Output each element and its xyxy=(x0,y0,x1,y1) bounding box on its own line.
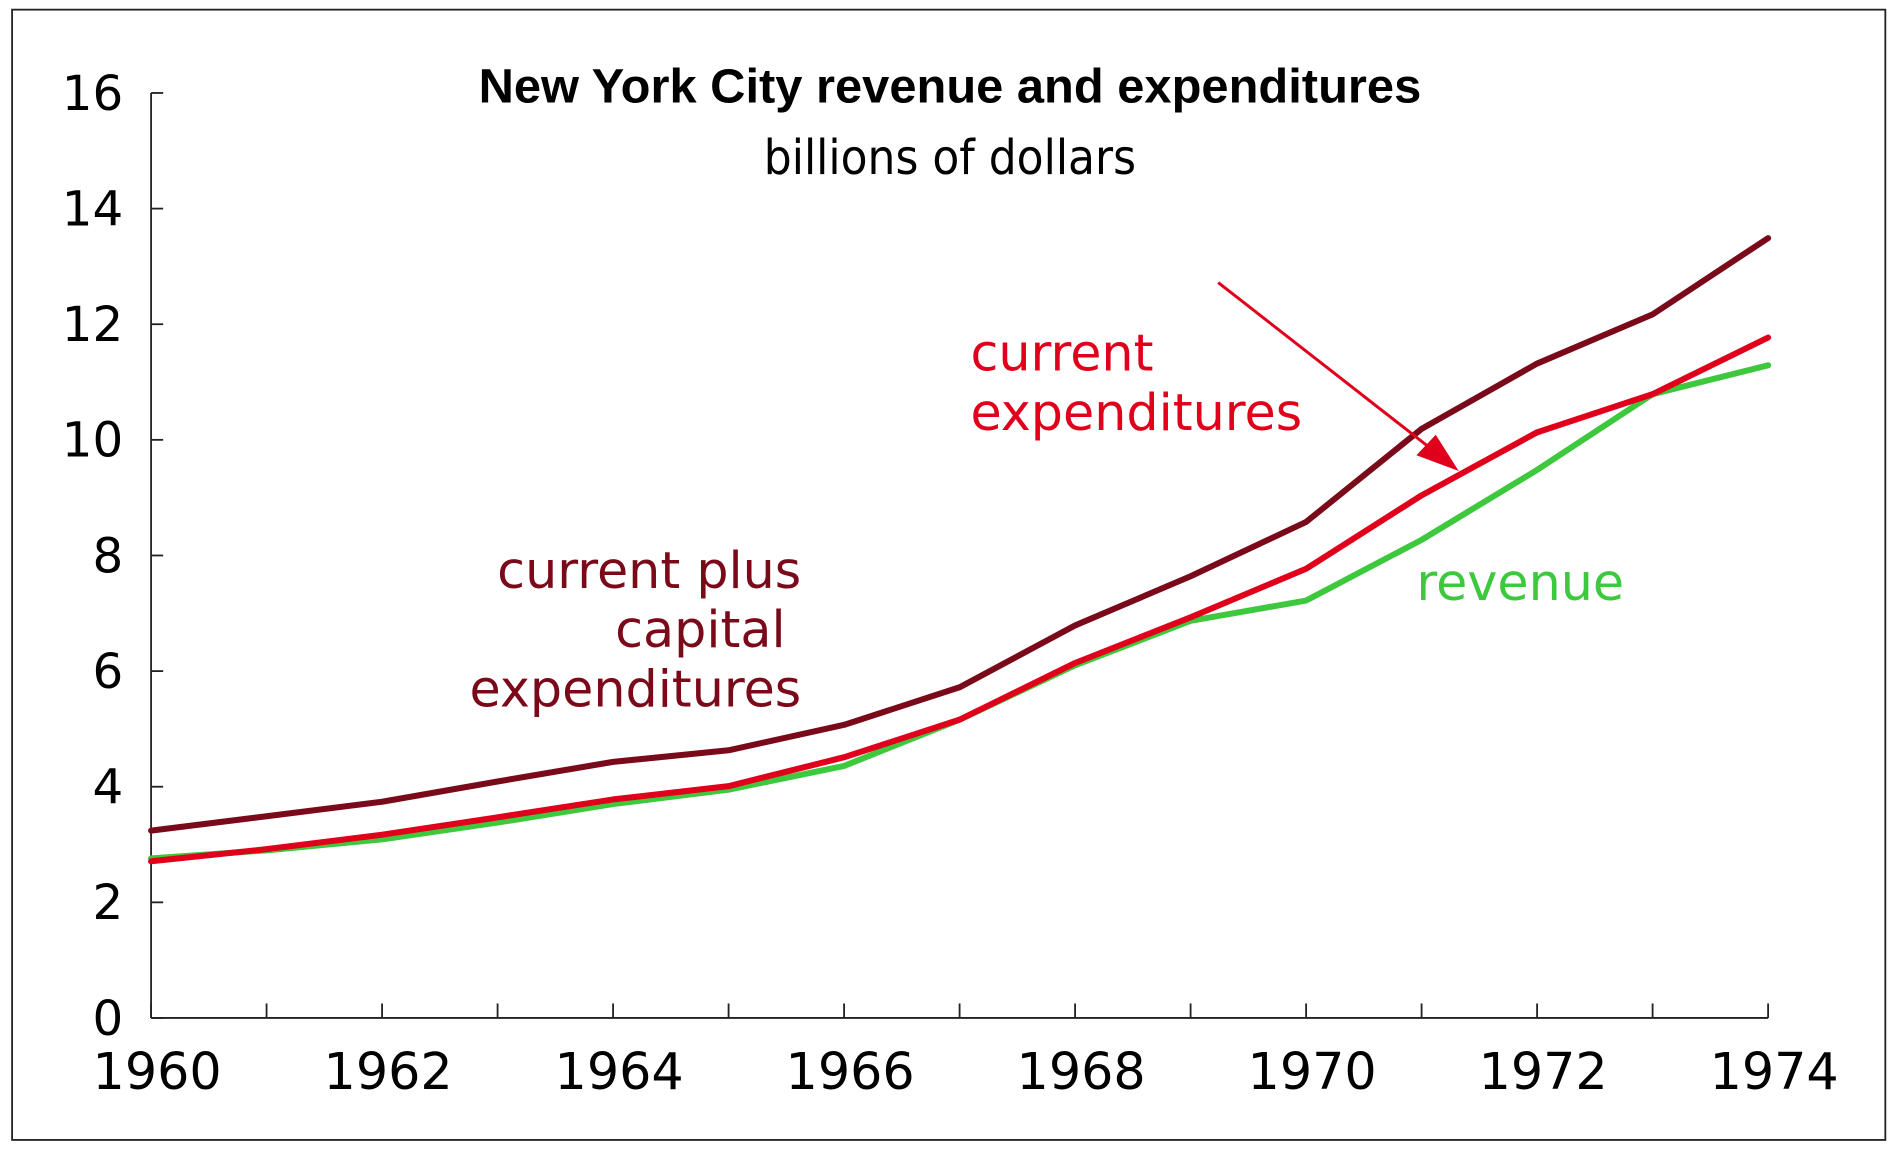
chart-subtitle: billions of dollars xyxy=(764,130,1136,186)
series-line-1 xyxy=(148,334,1772,865)
x-tick-label: 1972 xyxy=(1479,1042,1608,1101)
x-tick-label: 1962 xyxy=(324,1042,453,1101)
x-tick-label: 1964 xyxy=(555,1042,684,1101)
label-revenue: revenue xyxy=(1416,553,1624,612)
y-tick-label: 2 xyxy=(93,875,124,931)
label-current-expenditures-2: expenditures xyxy=(970,383,1302,442)
x-tick-label: 1968 xyxy=(1017,1042,1146,1101)
y-tick-label: 14 xyxy=(62,182,124,238)
y-tick-label: 6 xyxy=(93,644,124,700)
x-tick-label: 1966 xyxy=(786,1042,915,1101)
chart-title: New York City revenue and expenditures xyxy=(479,60,1422,114)
y-tick-label: 4 xyxy=(93,760,124,816)
chart-frame xyxy=(11,8,1887,1141)
series-line-0 xyxy=(148,235,1772,834)
y-tick-label: 0 xyxy=(93,991,124,1047)
label-current-expenditures-1: current xyxy=(970,324,1153,383)
x-tick-label: 1970 xyxy=(1248,1042,1377,1101)
annotation-arrow xyxy=(1217,281,1459,471)
x-tick-label: 1960 xyxy=(93,1042,222,1101)
label-capital-expenditures-1: current plus xyxy=(497,541,801,600)
label-capital-expenditures-2: capital xyxy=(615,600,785,659)
x-tick-label: 1974 xyxy=(1710,1042,1839,1101)
y-tick-label: 12 xyxy=(62,297,124,353)
label-capital-expenditures-3: expenditures xyxy=(470,659,802,718)
y-tick-label: 16 xyxy=(62,66,124,122)
y-tick-label: 8 xyxy=(93,528,124,584)
y-tick-label: 10 xyxy=(62,413,124,469)
